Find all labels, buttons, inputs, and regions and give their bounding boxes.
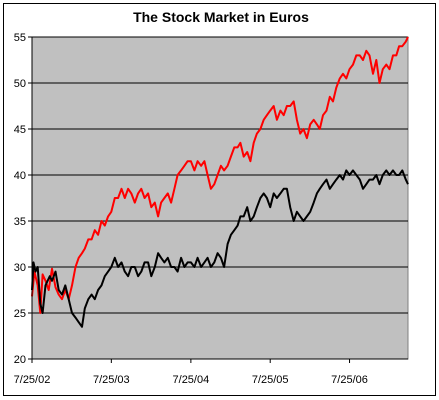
axes — [31, 37, 408, 360]
plot-area — [31, 36, 409, 360]
y-tick-label: 55 — [14, 32, 26, 44]
y-tick-label: 25 — [14, 308, 26, 320]
y-tick-label: 45 — [14, 124, 26, 136]
y-tick-labels: 20 25 30 35 40 45 50 55 — [14, 32, 26, 366]
series-line-red — [31, 36, 409, 314]
y-tick-label: 35 — [14, 216, 26, 228]
x-tick-label: 7/25/06 — [331, 374, 368, 386]
chart-title: The Stock Market in Euros — [133, 9, 309, 25]
y-tick-label: 40 — [14, 170, 26, 182]
y-tick-label: 30 — [14, 262, 26, 274]
y-tick-label: 20 — [14, 354, 26, 366]
x-tick-label: 7/25/02 — [14, 374, 51, 386]
y-tick-label: 50 — [14, 78, 26, 90]
stock-market-chart: The Stock Market in Euros 20 25 30 35 40 45 50… — [14, 9, 409, 386]
series-line-black — [31, 169, 409, 328]
chart-frame: The Stock Market in Euros 20 25 30 35 40 45 50… — [3, 3, 436, 396]
x-tick-labels: 7/25/02 7/25/03 7/25/04 7/25/05 7/25/06 — [14, 374, 368, 386]
x-tick-label: 7/25/04 — [173, 374, 210, 386]
gridlines — [28, 36, 408, 363]
x-tick-label: 7/25/03 — [93, 374, 130, 386]
x-tick-label: 7/25/05 — [252, 374, 289, 386]
series-layer — [31, 36, 409, 328]
